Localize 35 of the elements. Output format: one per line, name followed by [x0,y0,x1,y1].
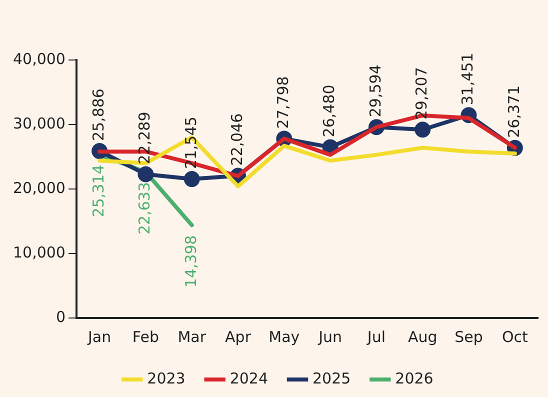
point [414,122,431,138]
data-label: 31,451 [458,52,477,106]
x-tick-label: Jul [366,328,386,346]
y-tick-label: 10,000 [12,243,66,262]
y-tick-label: 40,000 [12,50,66,68]
point [138,166,154,182]
y-tick-label: 0 [56,308,66,326]
data-label: 22,289 [136,112,154,164]
x-tick-label: May [268,328,300,346]
x-tick-label: Mar [178,328,207,346]
data-label: 21,545 [182,116,200,170]
data-label: 14,398 [182,235,200,288]
data-label: 25,886 [89,88,108,142]
point [184,171,200,188]
data-label: 25,314 [89,164,108,218]
y-tick-label: 30,000 [12,114,66,132]
data-label: 22,633 [136,182,154,235]
data-label: 29,207 [412,67,431,120]
data-label: 22,046 [228,113,246,166]
legend-label: 2023 [147,369,186,388]
x-tick-label: Sep [454,328,483,346]
data-label: 29,594 [366,64,384,118]
x-tick-label: Jan [87,328,112,346]
legend-label: 2025 [312,369,351,388]
x-tick-label: Aug [408,328,438,346]
x-tick-label: Oct [502,328,528,346]
legend-label: 2024 [230,369,268,388]
legend-label: 2026 [395,369,434,388]
x-tick-label: Jun [318,328,342,346]
x-tick-label: Feb [132,328,159,346]
data-label: 27,798 [274,76,292,129]
y-tick-label: 20,000 [12,178,66,197]
x-tick-label: Apr [225,328,252,346]
data-label: 26,480 [320,84,338,138]
data-label: 26,371 [504,85,523,138]
